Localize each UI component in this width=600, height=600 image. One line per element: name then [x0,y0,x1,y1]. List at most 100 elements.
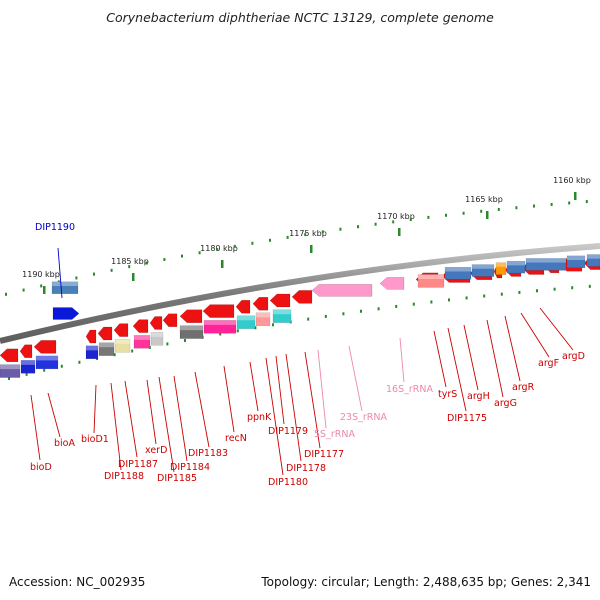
tick-minor [181,254,183,258]
gene-box[interactable] [236,315,256,329]
tick-minor [5,292,7,296]
tick-label: 1160 kbp [553,176,591,185]
gene-arrow[interactable] [291,290,313,304]
tick-minor [462,211,465,215]
gene-box[interactable] [51,281,79,295]
gene-label-dip1180[interactable]: DIP1180 [268,477,308,488]
gene-box[interactable] [179,325,204,339]
tick-minor [40,284,43,288]
gene-box[interactable] [525,258,567,271]
gene-arrow[interactable] [0,348,19,363]
topology-text: Topology: circular; Length: 2,488,635 bp… [260,575,591,589]
gene-label-16s-rrna[interactable]: 16S_rRNA [386,384,433,395]
gene-arrow[interactable] [52,307,80,320]
tick-minor [497,207,500,211]
gene-box[interactable] [586,254,600,267]
tick-minor [480,209,483,213]
gene-arrow[interactable] [113,323,129,337]
gene-arrow[interactable] [252,296,269,311]
gene-box[interactable] [566,255,586,269]
gene-label-dip1178[interactable]: DIP1178 [286,463,326,474]
gene-label-tyrs[interactable]: tyrS [438,389,457,400]
gene-arrow[interactable] [162,313,178,327]
gene-label-dip1190[interactable]: DIP1190 [35,222,75,233]
gene-label-dip1183[interactable]: DIP1183 [188,448,228,459]
gene-labels: DIP1190 bioD bioA bioD1 DIP1188 DIP1187 … [30,222,585,488]
gene-arrow[interactable] [311,284,373,297]
gene-box[interactable] [506,260,526,274]
gene-box[interactable] [98,342,115,356]
gene-box[interactable] [85,345,99,360]
gene-arrow[interactable] [235,299,251,314]
tick-minor [78,360,81,364]
gene-box[interactable] [35,355,59,370]
gene-box-shine [86,345,98,351]
gene-label-recn[interactable]: recN [225,433,247,444]
gene-arrow[interactable] [19,344,33,359]
tick-minor [339,227,342,231]
gene-box[interactable] [272,309,292,323]
gene-box[interactable] [203,320,237,334]
tick-minor [184,339,186,343]
gene-label-argd[interactable]: argD [562,351,585,362]
gene-label-23s-rrna[interactable]: 23S_rRNA [340,412,387,423]
gene-arrow[interactable] [202,304,235,318]
gene-label-ppnk[interactable]: ppnK [247,412,272,423]
gene-label-argr[interactable]: argR [512,382,535,393]
gene-arrow[interactable] [33,340,57,354]
gene-label-dip1187[interactable]: DIP1187 [118,459,158,470]
gene-label-bioa[interactable]: bioA [54,438,75,449]
gene-box[interactable] [417,274,445,288]
gene-box[interactable] [255,312,271,327]
gene-box[interactable] [471,264,495,277]
gene-arrow[interactable] [179,309,203,323]
label-leaders [30,247,574,476]
gene-box[interactable] [20,360,36,374]
gene-label-xerd[interactable]: xerD [145,445,167,456]
gene-label-5s-rrna[interactable]: 5S_rRNA [314,429,355,440]
gene-box-shine [472,264,494,269]
label-leader [520,312,550,358]
gene-box[interactable] [133,335,151,349]
gene-arrow[interactable] [132,319,149,333]
label-leader [447,327,467,412]
gene-box-shine [0,364,20,370]
tick-minor [198,251,201,255]
tick-minor [465,296,468,300]
label-leader [173,375,188,462]
gene-arrow[interactable] [149,316,163,330]
gene-box-shine [496,262,506,267]
gene-label-dip1179[interactable]: DIP1179 [268,426,308,437]
gene-box[interactable] [0,364,21,378]
gene-label-dip1177[interactable]: DIP1177 [304,449,344,460]
gene-arrow[interactable] [85,329,97,344]
gene-box[interactable] [114,339,131,353]
gene-arrow[interactable] [379,277,405,290]
gene-arrow[interactable] [269,293,291,308]
gene-label-dip1184[interactable]: DIP1184 [170,462,210,473]
label-leader [433,330,447,388]
tick-minor [342,312,345,316]
gene-box[interactable] [444,267,472,280]
gene-box-shine [204,320,236,325]
gene-label-dip1185[interactable]: DIP1185 [157,473,197,484]
tick-minor [145,261,148,265]
label-leader [158,376,175,473]
tick-minor [536,289,538,293]
gene-label-biod1[interactable]: bioD1 [81,434,109,445]
gene-box[interactable] [495,262,507,275]
label-leader [146,379,157,445]
gene-label-argh[interactable]: argH [467,391,490,402]
gene-arrow[interactable] [97,326,113,341]
gene-box-shine [180,325,203,331]
gene-label-dip1175[interactable]: DIP1175 [447,413,487,424]
label-leader [30,394,41,461]
label-leader [249,361,259,412]
gene-label-dip1188[interactable]: DIP1188 [104,471,144,482]
gene-label-argg[interactable]: argG [494,398,517,409]
gene-label-biod[interactable]: bioD [30,462,52,473]
gene-box[interactable] [150,332,164,346]
tick-major [486,211,489,219]
gene-label-argf[interactable]: argF [538,358,559,369]
